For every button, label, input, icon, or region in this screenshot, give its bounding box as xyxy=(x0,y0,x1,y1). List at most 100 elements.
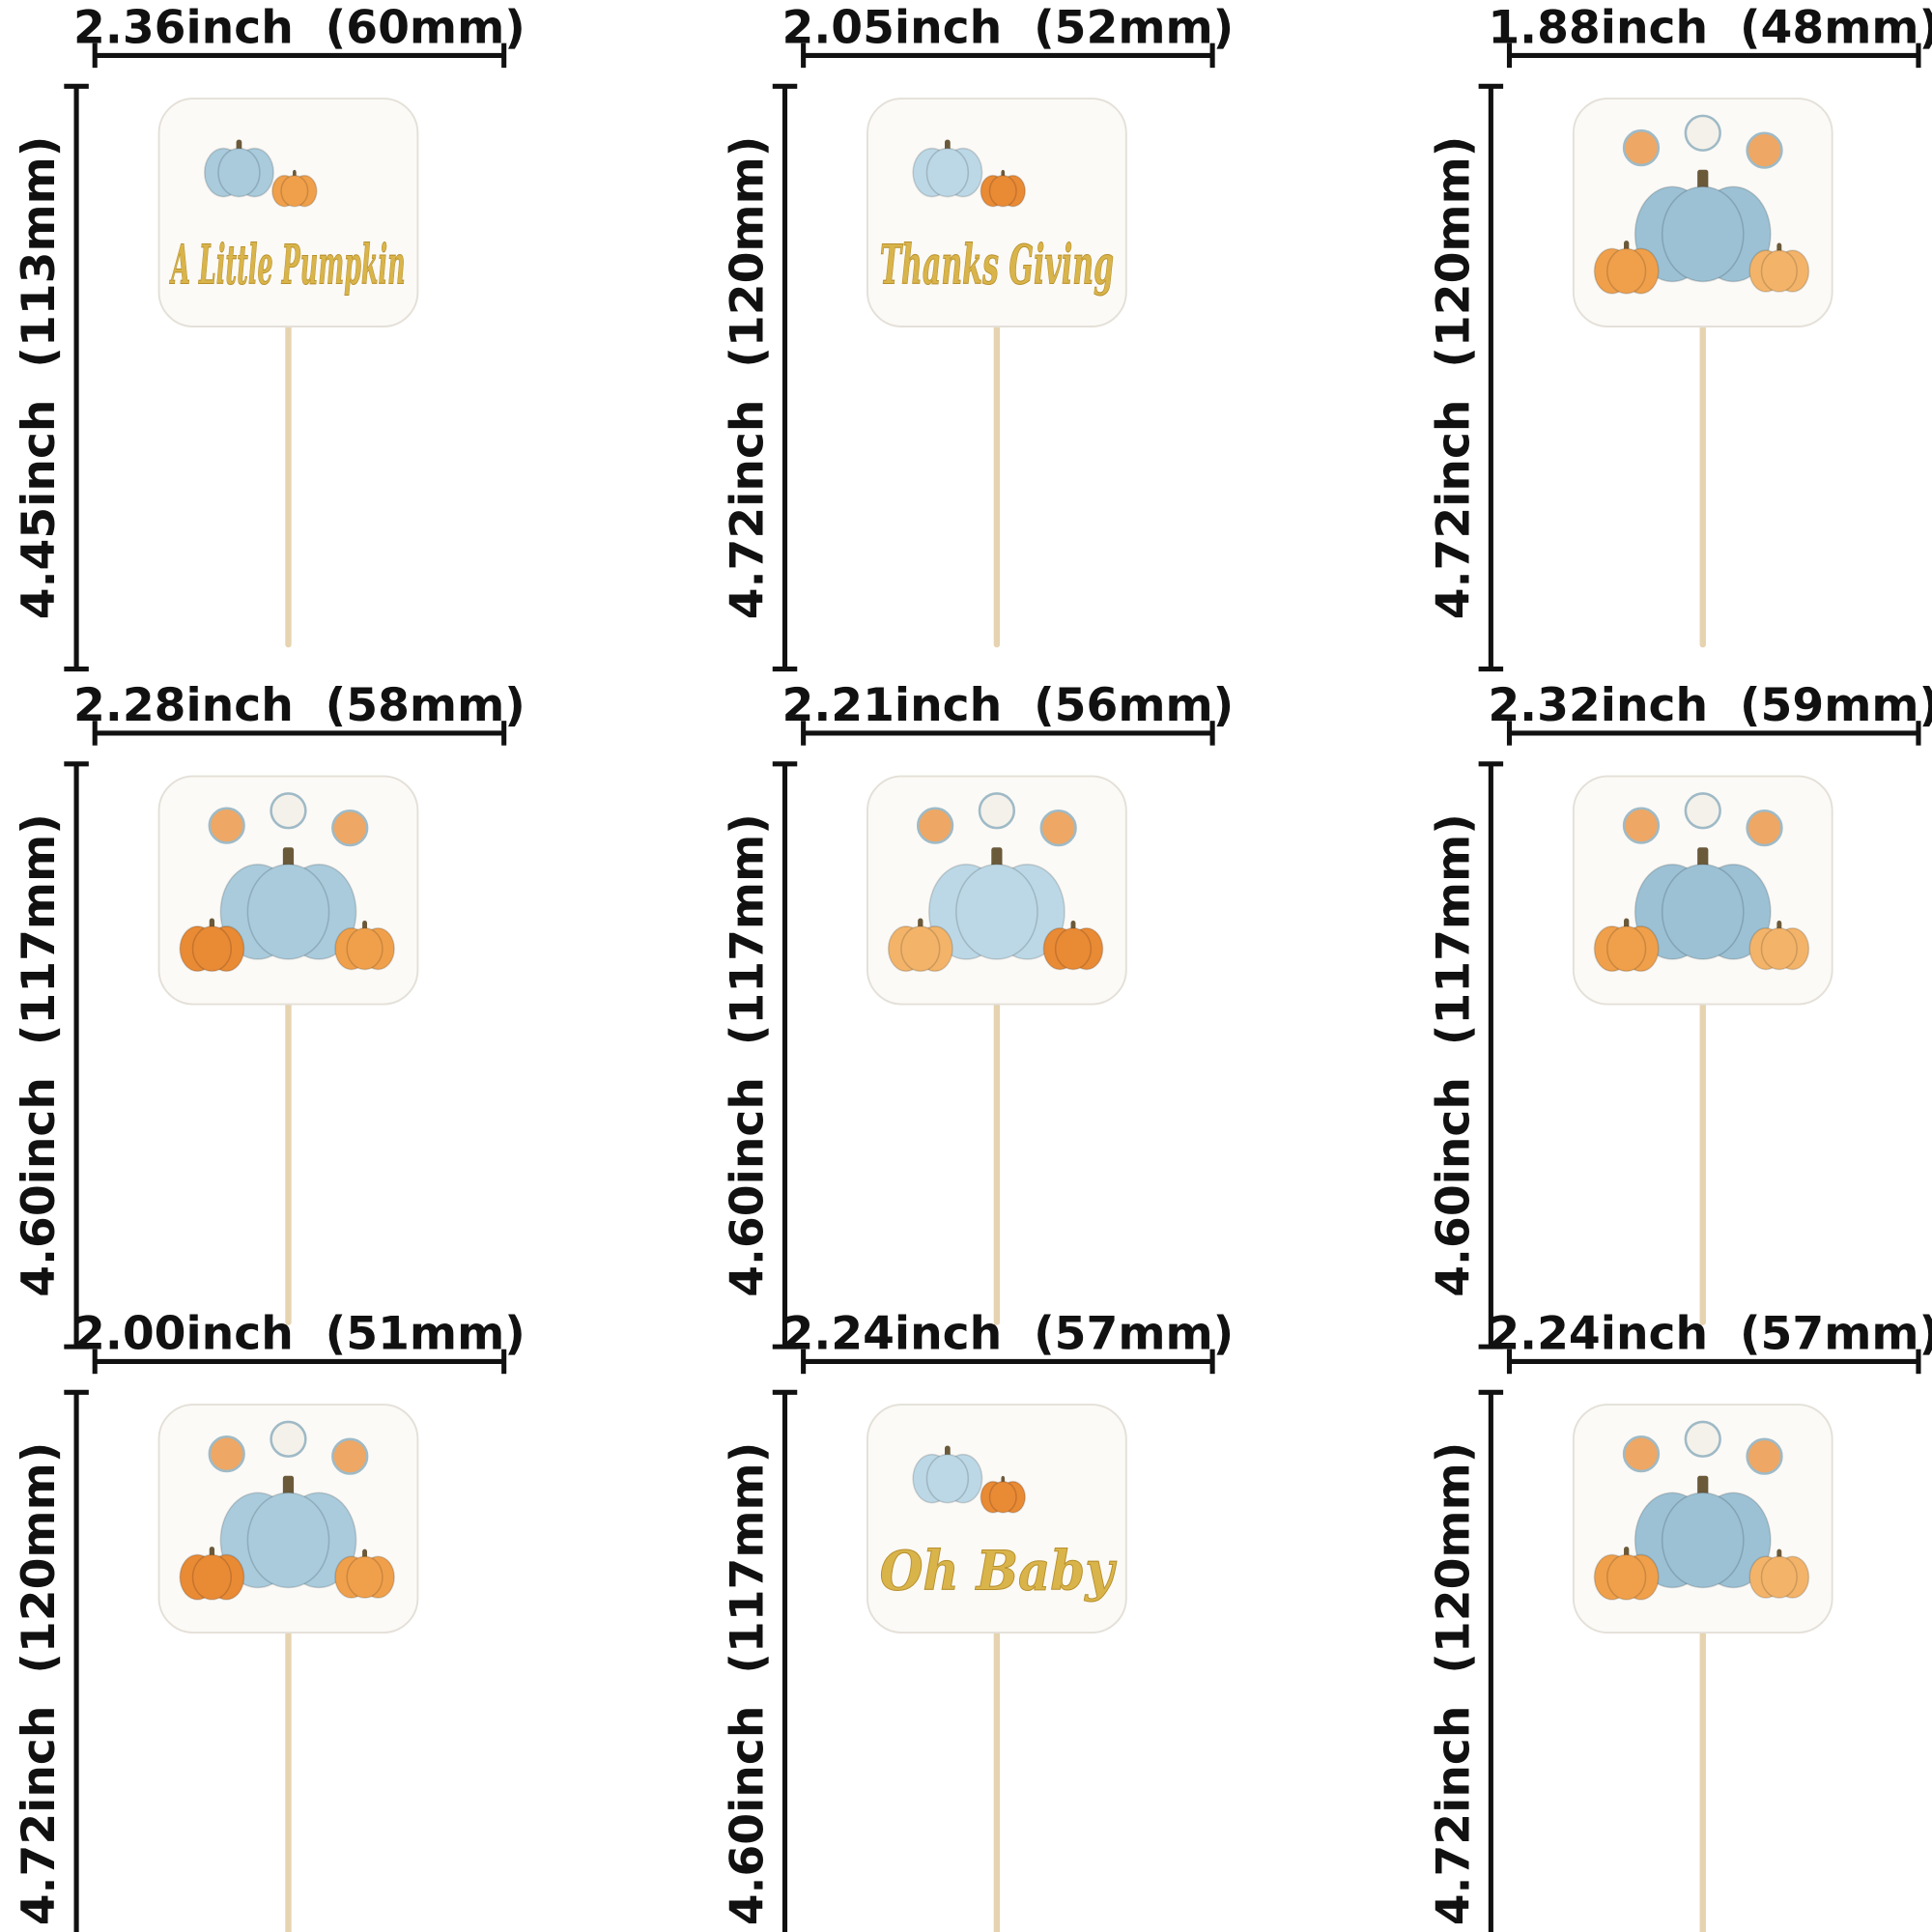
decor-flower xyxy=(1622,128,1661,167)
pumpkin-lobe xyxy=(1606,1553,1647,1601)
pumpkin-lobe xyxy=(925,147,970,198)
pumpkin-lobe xyxy=(346,1555,384,1599)
topper-item: 2.32inch (59mm) 4.60inch (117mm) xyxy=(1427,679,1932,1350)
pumpkin-lobe xyxy=(191,1553,233,1601)
width-label: 2.36inch (60mm) xyxy=(73,2,526,55)
topper-item: 2.24inch (57mm) 4.72inch (120mm) xyxy=(1427,1308,1932,1932)
pumpkin xyxy=(334,1548,395,1599)
decor-flower xyxy=(1622,1435,1661,1473)
topper-item: 1.88inch (48mm) 4.72inch (120mm) xyxy=(1427,2,1932,672)
width-label: 2.24inch (57mm) xyxy=(781,1308,1234,1361)
decor-flower xyxy=(331,810,369,847)
pumpkin-lobe xyxy=(955,864,1038,960)
pumpkin-lobe xyxy=(1760,1555,1798,1599)
pumpkin xyxy=(887,918,953,973)
pumpkin xyxy=(1748,921,1810,971)
pumpkin-lobe xyxy=(280,174,309,208)
topper-art xyxy=(1593,114,1810,295)
height-label: 4.60inch (117mm) xyxy=(1427,813,1480,1297)
width-label: 2.00inch (51mm) xyxy=(73,1308,526,1361)
topper-art: Thanks Giving xyxy=(879,139,1115,298)
pumpkin xyxy=(1748,1548,1810,1599)
height-label: 4.60inch (117mm) xyxy=(722,813,775,1297)
decor-flower xyxy=(331,1437,369,1475)
topper-art: A Little Pumpkin xyxy=(169,139,406,298)
topper-item: 2.28inch (58mm) 4.60inch (117mm) xyxy=(13,679,526,1350)
topper-art: Oh Baby xyxy=(879,1445,1118,1604)
pumpkin-lobe xyxy=(1606,925,1647,973)
height-label: 4.60inch (117mm) xyxy=(722,1442,775,1926)
pumpkin-lobe xyxy=(346,926,384,971)
topper-art xyxy=(887,792,1104,973)
pumpkin-lobe xyxy=(246,1492,330,1589)
decor-flower xyxy=(916,807,954,844)
pumpkin-lobe xyxy=(900,925,941,973)
pumpkin-lobe xyxy=(1661,864,1745,960)
pumpkin-lobe xyxy=(246,864,330,960)
topper-text: Thanks Giving xyxy=(880,233,1114,297)
decor-flower xyxy=(1746,810,1783,847)
pumpkin-lobe xyxy=(1661,1492,1745,1589)
pumpkin-lobe xyxy=(1606,247,1647,295)
pumpkin xyxy=(912,139,983,198)
pumpkin xyxy=(179,1547,245,1601)
topper-art xyxy=(179,1420,395,1601)
pumpkin xyxy=(1593,918,1660,973)
height-label: 4.72inch (120mm) xyxy=(722,136,775,620)
pumpkin-lobe xyxy=(1054,926,1093,971)
pumpkin-lobe xyxy=(1760,926,1798,971)
width-label: 1.88inch (48mm) xyxy=(1488,2,1932,55)
decor-flower xyxy=(1746,1437,1783,1475)
topper-text: A Little Pumpkin xyxy=(169,233,406,297)
decor-flower xyxy=(1746,131,1783,169)
pumpkin-lobe xyxy=(191,925,233,973)
decor-flower xyxy=(270,792,307,830)
pumpkin-lobe xyxy=(1661,185,1745,283)
decor-flower xyxy=(1684,114,1721,152)
decor-flower xyxy=(1622,807,1661,844)
width-label: 2.32inch (59mm) xyxy=(1488,679,1932,732)
pumpkin xyxy=(980,1475,1026,1514)
pumpkin xyxy=(1593,1547,1660,1601)
topper-art xyxy=(1593,1420,1810,1601)
pumpkin xyxy=(912,1445,983,1504)
width-label: 2.28inch (58mm) xyxy=(73,679,526,732)
height-label: 4.45inch (113mm) xyxy=(13,136,66,620)
topper-item: 2.36inch (60mm) 4.45inch (113mm) A Little … xyxy=(13,2,526,672)
decor-flower xyxy=(1039,810,1077,847)
height-label: 4.72inch (120mm) xyxy=(1427,1442,1480,1926)
pumpkin-lobe xyxy=(217,147,261,198)
pumpkin-lobe xyxy=(1760,249,1798,293)
pumpkin xyxy=(1593,241,1660,295)
decor-flower xyxy=(208,1435,245,1473)
height-label: 4.72inch (120mm) xyxy=(1427,136,1480,620)
pumpkin-lobe xyxy=(988,1480,1017,1514)
pumpkin xyxy=(1748,242,1810,293)
decor-flower xyxy=(270,1420,307,1458)
pumpkin xyxy=(203,139,274,198)
width-label: 2.24inch (57mm) xyxy=(1488,1308,1932,1361)
decor-flower xyxy=(208,807,245,844)
decor-flower xyxy=(1684,792,1721,830)
pumpkin-lobe xyxy=(988,174,1017,208)
topper-item: 2.00inch (51mm) 4.72inch (120mm) xyxy=(13,1308,526,1932)
width-label: 2.05inch (52mm) xyxy=(781,2,1234,55)
pumpkin xyxy=(271,169,318,208)
pumpkin xyxy=(980,169,1026,208)
topper-item: 2.21inch (56mm) 4.60inch (117mm) xyxy=(722,679,1234,1350)
topper-item: 2.24inch (57mm) 4.60inch (117mm) Oh Baby xyxy=(722,1308,1234,1932)
pumpkin xyxy=(1634,1475,1772,1589)
pumpkin xyxy=(179,918,245,973)
height-label: 4.72inch (120mm) xyxy=(13,1442,66,1926)
height-label: 4.60inch (117mm) xyxy=(13,813,66,1297)
topper-item: 2.05inch (52mm) 4.72inch (120mm) Thanks Gi… xyxy=(722,2,1234,672)
pumpkin xyxy=(1042,921,1104,971)
topper-art xyxy=(1593,792,1810,973)
width-label: 2.21inch (56mm) xyxy=(781,679,1234,732)
decor-flower xyxy=(1684,1420,1721,1458)
topper-text: Oh Baby xyxy=(880,1539,1117,1603)
pumpkin xyxy=(334,921,395,971)
decor-flower xyxy=(978,792,1016,830)
